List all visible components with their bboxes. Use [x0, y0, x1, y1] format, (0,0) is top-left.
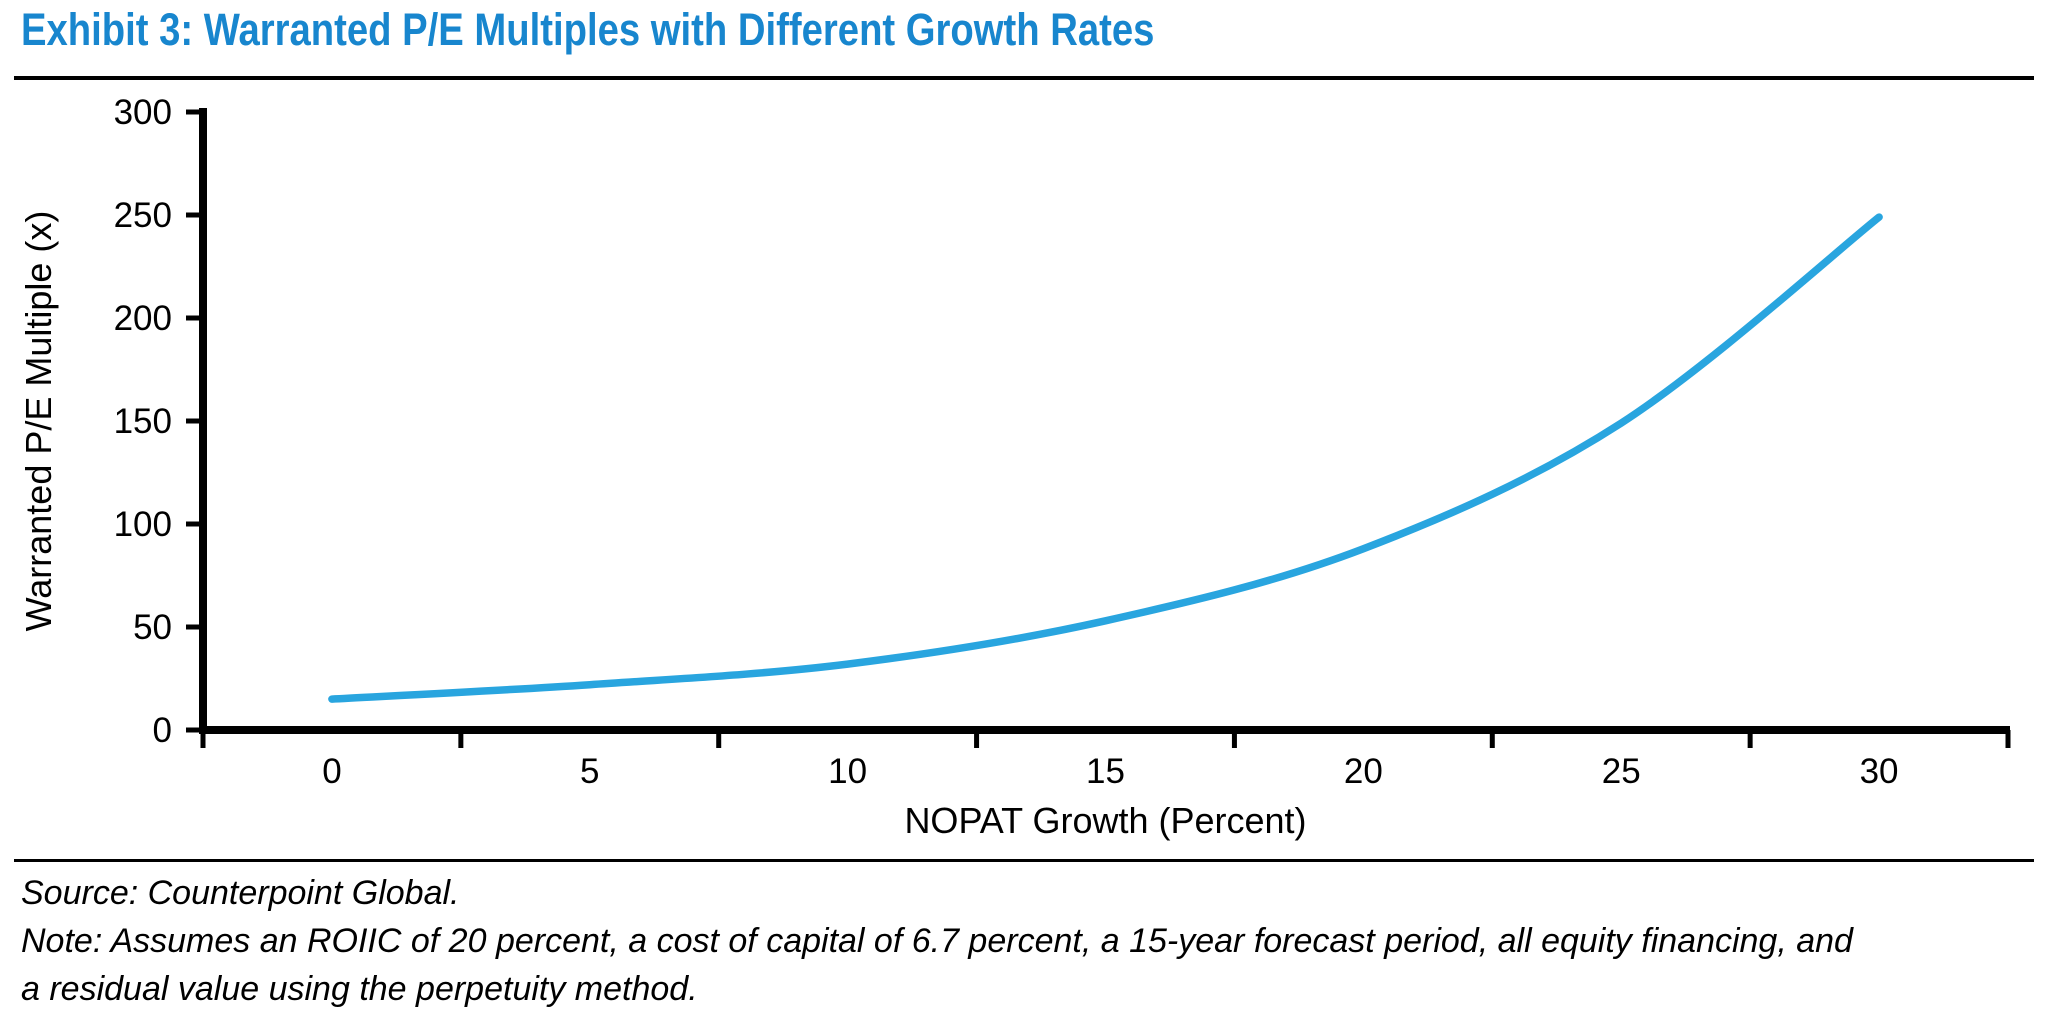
x-axis-tick-label: 15 — [1086, 752, 1125, 791]
y-axis-tick-label: 150 — [114, 402, 172, 441]
warranted-pe-curve — [328, 213, 1883, 703]
footer-divider-rule — [14, 859, 2034, 862]
x-axis-title: NOPAT Growth (Percent) — [904, 800, 1306, 841]
source-text: Source: Counterpoint Global. — [21, 874, 460, 912]
y-axis-tick-label: 100 — [114, 505, 172, 544]
title-divider-rule — [14, 76, 2034, 80]
y-axis-tick-label: 300 — [114, 93, 172, 132]
x-axis-tick-label: 0 — [322, 752, 341, 791]
note-text-line-1: Note: Assumes an ROIIC of 20 percent, a … — [21, 922, 1853, 960]
y-axis-tick-label: 50 — [133, 608, 172, 647]
x-axis-tick-label: 25 — [1602, 752, 1641, 791]
x-axis-tick-label: 10 — [828, 752, 867, 791]
y-axis-tick-label: 0 — [153, 711, 172, 750]
x-axis-tick-label: 20 — [1344, 752, 1383, 791]
x-axis-tick-label: 30 — [1860, 752, 1899, 791]
y-axis-tick-label: 250 — [114, 196, 172, 235]
exhibit-title: Exhibit 3: Warranted P/E Multiples with … — [21, 4, 1155, 55]
note-text-line-2: a residual value using the perpetuity me… — [21, 970, 698, 1008]
x-axis-tick-label: 5 — [580, 752, 599, 791]
y-axis-title: Warranted P/E Multiple (x) — [18, 211, 59, 632]
y-axis-tick-label: 200 — [114, 299, 172, 338]
